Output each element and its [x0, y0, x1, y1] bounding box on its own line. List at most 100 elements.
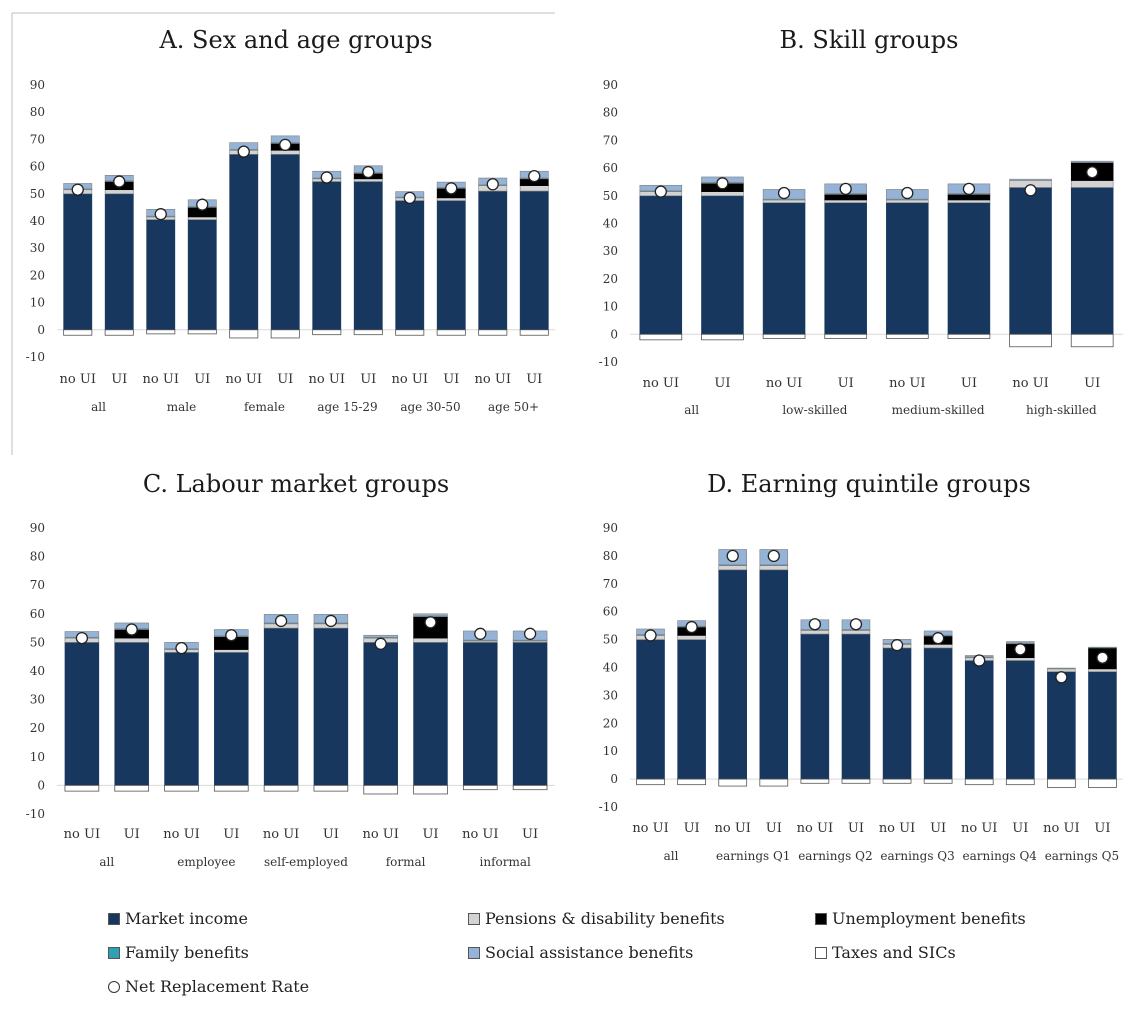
- x-category-label: no UI: [263, 827, 299, 842]
- y-tick-label: 90: [603, 78, 618, 92]
- bar-taxes: [639, 333, 683, 341]
- bar-pensions: [1006, 657, 1035, 661]
- y-tick-label: -10: [599, 355, 618, 369]
- y-tick-label: 40: [603, 217, 618, 231]
- bar-pensions: [800, 630, 830, 635]
- chart-title: C. Labour market groups: [143, 470, 449, 498]
- bar-market: [701, 195, 744, 335]
- bar-taxes: [146, 329, 176, 335]
- nrr-marker: [196, 198, 209, 211]
- bar-taxes: [478, 329, 508, 336]
- y-tick-label: 10: [30, 296, 45, 310]
- x-category-label: no UI: [475, 372, 511, 387]
- legend-item-market: Market income: [108, 909, 248, 928]
- y-tick-label: 50: [603, 633, 618, 647]
- x-category-label: no UI: [362, 827, 398, 842]
- y-tick-label: 60: [30, 160, 45, 174]
- legend-item-unemployment: Unemployment benefits: [815, 909, 1026, 928]
- nrr-marker: [1014, 643, 1027, 656]
- x-category-label: no UI: [797, 821, 833, 836]
- bar-pensions: [1088, 668, 1117, 672]
- nrr-marker: [901, 186, 914, 200]
- bar-market: [947, 202, 991, 335]
- x-group-label: low-skilled: [782, 403, 847, 417]
- nrr-marker: [849, 618, 863, 631]
- y-tick-label: 80: [603, 549, 618, 563]
- y-tick-label: 70: [603, 133, 618, 147]
- x-category-label: UI: [323, 827, 339, 842]
- x-category-label: UI: [766, 821, 782, 836]
- legend-item-pensions: Pensions & disability benefits: [468, 909, 725, 928]
- nrr-marker: [962, 182, 976, 196]
- x-category-label: UI: [522, 827, 538, 842]
- bar-taxes: [164, 785, 199, 792]
- legend-label: Unemployment benefits: [832, 909, 1026, 928]
- nrr-marker: [374, 637, 387, 650]
- bar-taxes: [353, 329, 383, 336]
- y-tick-label: 20: [30, 721, 45, 735]
- nrr-marker: [777, 186, 791, 200]
- bar-taxes: [395, 329, 425, 336]
- nrr-marker: [808, 618, 822, 631]
- x-group-label: employee: [177, 855, 235, 869]
- bar-taxes: [964, 778, 994, 786]
- bar-pensions: [759, 565, 789, 571]
- bar-market: [1070, 187, 1114, 335]
- bar-market: [187, 219, 217, 331]
- legend-swatch-taxes: [815, 946, 827, 959]
- bar-market: [146, 219, 176, 331]
- nrr-marker: [486, 178, 499, 191]
- x-group-label: male: [167, 400, 196, 414]
- chart-title: D. Earning quintile groups: [707, 470, 1031, 498]
- nrr-marker: [403, 191, 416, 205]
- bar-market: [677, 639, 706, 780]
- bar-market: [841, 633, 871, 780]
- chart-panel-skill: B. Skill groups -10 0 10 20 30 40 50 60 70 80 90 no …: [599, 26, 1123, 417]
- bar-taxes: [1047, 778, 1076, 788]
- x-category-label: UI: [223, 827, 239, 842]
- x-category-label: no UI: [643, 376, 679, 391]
- y-tick-label: 90: [30, 78, 45, 92]
- bar-taxes: [187, 329, 217, 335]
- nrr-marker: [274, 614, 288, 628]
- legend-swatch-pensions: [468, 912, 480, 925]
- y-tick-label: 70: [30, 132, 45, 146]
- x-category-label: UI: [526, 372, 542, 387]
- nrr-marker: [1086, 166, 1099, 179]
- bar-market: [718, 569, 747, 780]
- nrr-marker: [1096, 651, 1109, 664]
- nrr-marker: [726, 549, 739, 563]
- legend-label: Pensions & disability benefits: [485, 909, 725, 928]
- y-tick-label: 30: [30, 693, 45, 707]
- x-group-label: earnings Q5: [1045, 849, 1119, 863]
- x-group-label: all: [684, 403, 699, 417]
- legend-label: Family benefits: [125, 943, 249, 962]
- bar-pensions: [762, 199, 806, 204]
- nrr-marker: [839, 182, 852, 196]
- x-category-label: UI: [930, 821, 946, 836]
- x-group-label: earnings Q3: [880, 849, 954, 863]
- x-category-label: UI: [422, 827, 438, 842]
- bar-taxes: [677, 778, 706, 786]
- bar-taxes: [263, 785, 299, 792]
- bar-social: [1006, 641, 1035, 644]
- bar-market: [759, 569, 789, 780]
- nrr-marker: [474, 627, 487, 640]
- x-category-label: no UI: [462, 827, 498, 842]
- x-category-label: no UI: [392, 372, 428, 387]
- x-category-label: UI: [194, 372, 210, 387]
- bar-market: [413, 642, 448, 786]
- bar-market: [270, 154, 300, 331]
- bar-taxes: [759, 778, 789, 787]
- bar-taxes: [923, 778, 953, 784]
- bar-market: [229, 154, 259, 331]
- bar-pensions: [187, 216, 217, 220]
- nrr-marker: [654, 185, 667, 198]
- bar-taxes: [882, 778, 912, 784]
- bar-taxes: [213, 785, 249, 792]
- y-tick-label: -10: [599, 800, 618, 814]
- bar-pensions: [947, 199, 991, 204]
- x-category-label: no UI: [60, 372, 96, 387]
- y-tick-label: 80: [603, 106, 618, 120]
- bar-social: [1009, 178, 1052, 181]
